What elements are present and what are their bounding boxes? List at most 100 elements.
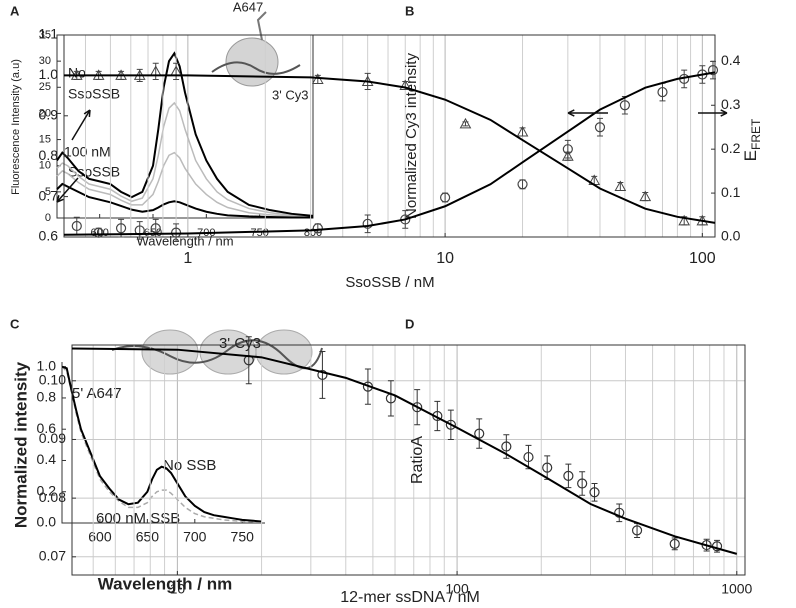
plot-frame <box>63 34 716 238</box>
error-bar <box>387 380 394 417</box>
circle-marker <box>362 218 373 229</box>
triangle-marker <box>459 117 472 129</box>
arrow <box>56 177 79 203</box>
x-tick-label: 100 <box>445 581 469 597</box>
error-bar <box>442 192 449 203</box>
y-tick-label: 0.9 <box>39 107 59 123</box>
error-bar <box>709 60 716 80</box>
circle-marker <box>71 220 82 232</box>
circle-marker <box>614 507 625 518</box>
circle-marker <box>657 86 668 98</box>
y2-tick-label: 0.4 <box>721 52 741 68</box>
y2-tick-label: 0.3 <box>721 96 741 112</box>
error-bar <box>434 400 441 432</box>
series-line <box>56 51 314 217</box>
y-axis-label: Fluorescence Intensity (a.u) <box>10 59 22 195</box>
triangle-marker <box>614 180 627 191</box>
triangle-marker <box>516 125 529 137</box>
circle-marker <box>577 478 588 489</box>
y-tick-label: 1.0 <box>39 66 59 82</box>
series-line <box>56 151 314 218</box>
y-tick-label: 10 <box>39 160 51 172</box>
circle-marker <box>562 144 573 155</box>
triangle-marker <box>399 79 412 90</box>
y-tick-label: 0.6 <box>37 420 57 436</box>
x-tick-label: 1 <box>183 250 192 267</box>
y-tick-label: 0 <box>45 212 51 224</box>
plot-frame <box>71 344 746 576</box>
arrow <box>71 109 91 141</box>
annotation: 100 nM <box>64 144 111 160</box>
y-tick-label: 0.8 <box>37 389 57 405</box>
circle-marker <box>93 227 104 238</box>
error-bar <box>519 179 526 190</box>
x-tick-label: 100 <box>689 250 716 267</box>
arrow <box>698 109 728 117</box>
error-bar <box>364 214 371 234</box>
annotation: 3' Cy3 <box>219 335 261 352</box>
annotation: A647 <box>233 0 263 14</box>
error-bar <box>642 192 649 202</box>
y-tick-label: 0.0 <box>37 514 57 530</box>
dye-linker <box>256 11 267 41</box>
arrow <box>567 109 608 117</box>
series-line <box>56 182 313 219</box>
circle-marker <box>594 122 606 133</box>
error-bar <box>136 221 143 240</box>
error-bar <box>681 69 688 89</box>
panel-label: B <box>405 3 414 18</box>
circle-marker <box>474 428 485 439</box>
y-tick-label: 20 <box>39 107 51 119</box>
annotation: SsoSSB <box>68 86 120 102</box>
circle-marker <box>517 179 528 190</box>
y2-axis-label: EFRET <box>741 118 763 161</box>
circle-marker <box>542 462 553 473</box>
error-bar <box>73 216 80 236</box>
x-tick-label: 10 <box>436 250 454 267</box>
circle-marker <box>669 538 680 550</box>
x-tick-label: 750 <box>250 227 268 239</box>
x-tick-label: 700 <box>183 529 207 545</box>
x-axis-label: SsoSSB / nM <box>345 274 434 291</box>
y-tick-label: 0.10 <box>39 371 66 387</box>
x-tick-label: 1000 <box>721 581 752 597</box>
x-tick-label: 10 <box>170 581 186 597</box>
y-tick-label: 1.0 <box>37 357 57 373</box>
y-axis-label: Normalized intensity <box>11 361 30 528</box>
circle-marker <box>523 451 534 463</box>
y-tick-label: 0.8 <box>39 147 59 163</box>
series-line <box>63 71 716 236</box>
y-tick-label: 0.7 <box>39 187 59 203</box>
circle-marker <box>439 192 451 203</box>
annotation: SsoSSB <box>68 164 120 180</box>
triangle-marker <box>639 190 652 202</box>
x-axis-label: Wavelength / nm <box>136 233 233 248</box>
molecule-a <box>211 11 301 87</box>
error-bar <box>173 223 180 242</box>
y2-tick-label: 0.2 <box>721 140 741 156</box>
circle-marker <box>445 419 456 430</box>
y-tick-label: 1.1 <box>39 26 59 42</box>
y-tick-label: 0.09 <box>39 430 66 446</box>
x-tick-label: 750 <box>231 529 255 545</box>
x-tick-label: 650 <box>136 529 160 545</box>
circle-marker <box>312 223 323 234</box>
y-tick-label: 0.07 <box>39 548 66 564</box>
circle-marker <box>563 470 574 481</box>
y2-label-sub: FRET <box>749 118 763 150</box>
series-line <box>64 74 716 224</box>
y-tick-label: 35 <box>39 29 51 41</box>
series-line <box>61 365 262 523</box>
annotation: 5' A647 <box>72 385 122 402</box>
y-tick-label: 15 <box>39 133 51 145</box>
y-tick-label: 25 <box>39 81 51 93</box>
triangle-marker <box>561 150 574 161</box>
y-tick-label: 0.2 <box>37 482 57 498</box>
panel-label: C <box>10 316 20 331</box>
error-bar <box>579 471 586 496</box>
y2-label-main: E <box>741 150 760 161</box>
circle-marker <box>707 65 719 76</box>
y-tick-label: 30 <box>39 55 51 67</box>
y2-tick-label: 0.0 <box>721 228 741 244</box>
